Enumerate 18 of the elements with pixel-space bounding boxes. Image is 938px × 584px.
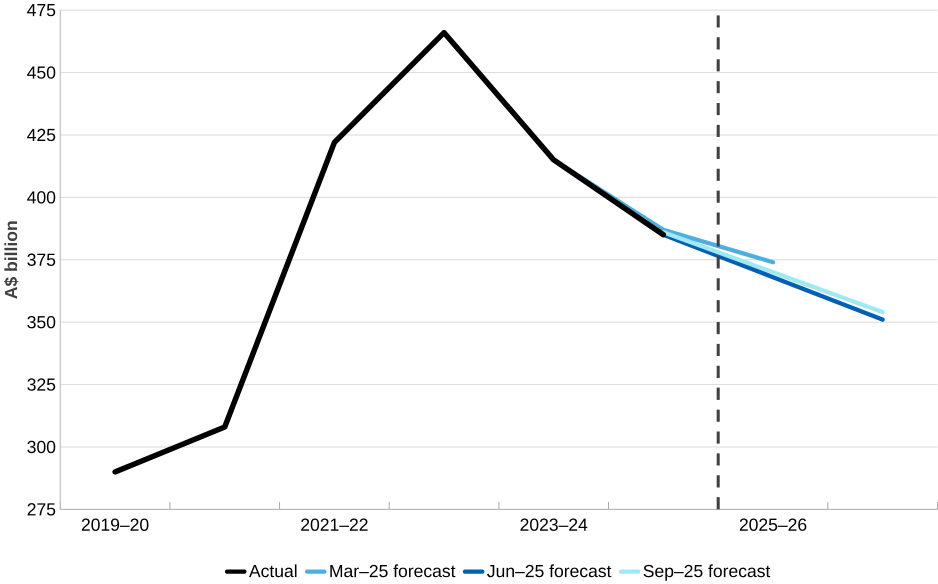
x-tick-label: 2023–24 (520, 518, 588, 532)
x-tick-label: 2019–20 (82, 518, 148, 532)
y-tick-label: 375 (27, 254, 56, 266)
y-tick-label: 300 (27, 440, 56, 454)
legend-label: Sep–25 forecast (644, 564, 770, 581)
y-tick-label: 350 (27, 316, 56, 328)
legend-label: Jun–25 forecast (487, 564, 612, 578)
y-tick-label: 400 (27, 191, 56, 204)
legend-label: Actual (248, 564, 296, 578)
legend-label: Mar–25 forecast (330, 564, 456, 578)
x-tick-label: 2025–26 (740, 518, 806, 532)
y-tick-label: 475 (27, 4, 56, 16)
y-tick-label: 275 (28, 503, 56, 516)
x-tick-label: 2021–22 (301, 518, 368, 532)
y-axis-title: A$ billion (4, 222, 18, 299)
y-tick-label: 450 (27, 66, 56, 79)
y-tick-label: 425 (27, 128, 56, 142)
y-tick-label: 325 (27, 378, 56, 391)
